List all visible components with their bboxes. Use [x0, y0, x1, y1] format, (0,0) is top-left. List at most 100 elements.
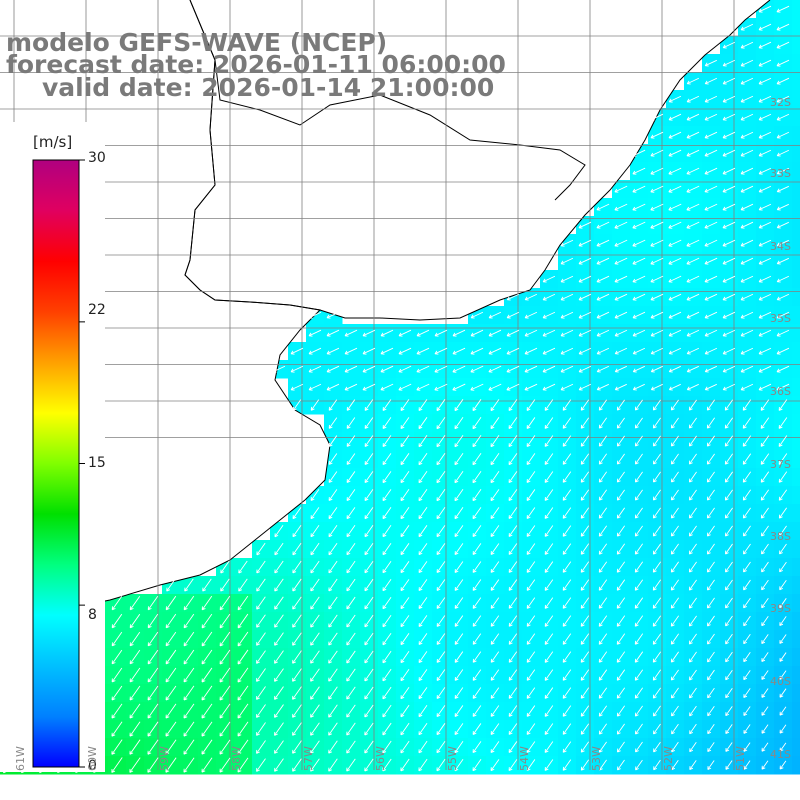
wind-arrow: [508, 525, 518, 537]
wind-arrow: [147, 595, 159, 611]
wind-arrow: [274, 668, 284, 682]
wind-arrow: [362, 347, 376, 355]
wind-arrow: [201, 757, 213, 773]
wind-arrow: [617, 759, 625, 771]
speed-cell: [792, 414, 800, 433]
wind-arrow: [328, 471, 338, 483]
wind-arrow: [400, 669, 410, 682]
wind-arrow: [598, 453, 608, 465]
wind-arrow: [544, 471, 554, 483]
wind-arrow: [668, 149, 682, 157]
wind-arrow: [472, 417, 482, 430]
wind-arrow: [237, 649, 249, 665]
wind-arrow: [274, 758, 284, 772]
wind-arrow: [524, 347, 538, 355]
wind-arrow: [632, 311, 646, 319]
wind-arrow: [652, 651, 662, 663]
wind-arrow: [580, 759, 590, 771]
wind-arrow: [776, 383, 790, 391]
wind-arrow: [274, 578, 284, 592]
wind-arrow: [779, 688, 787, 698]
wind-arrow: [706, 453, 715, 465]
wind-arrow: [364, 596, 374, 610]
wind-arrow: [416, 365, 430, 373]
wind-arrow: [165, 631, 177, 647]
wind-arrow: [706, 471, 715, 483]
wind-arrow: [454, 723, 464, 736]
wind-arrow: [578, 311, 592, 319]
wind-arrow: [165, 757, 177, 773]
wind-arrow: [686, 131, 700, 139]
wind-arrow: [400, 525, 410, 538]
lat-label: 37S: [770, 458, 791, 471]
wind-arrow: [596, 239, 610, 247]
wind-arrow: [596, 329, 610, 337]
wind-arrow: [580, 561, 590, 573]
speed-cell: [792, 288, 800, 307]
wind-arrow: [346, 542, 356, 556]
wind-arrow: [418, 417, 428, 430]
lat-label: 34S: [770, 240, 791, 253]
wind-arrow: [740, 41, 754, 49]
wind-arrow: [635, 741, 643, 753]
wind-arrow: [328, 435, 338, 447]
wind-arrow: [129, 739, 141, 755]
wind-arrow: [346, 740, 356, 754]
wind-arrow: [560, 275, 574, 283]
wind-arrow: [490, 705, 500, 717]
wind-arrow: [650, 257, 664, 265]
wind-arrow: [400, 633, 410, 646]
wind-arrow: [761, 760, 769, 770]
wind-arrow: [596, 257, 610, 265]
lat-label: 36S: [770, 385, 791, 398]
wind-arrow: [454, 452, 464, 466]
wind-arrow: [740, 23, 754, 31]
wind-arrow: [382, 632, 392, 646]
wind-arrow: [508, 687, 518, 699]
wind-arrow: [616, 453, 625, 465]
wind-arrow: [418, 722, 428, 736]
wind-arrow: [436, 597, 446, 609]
wind-arrow: [470, 311, 484, 319]
wind-arrow: [742, 399, 752, 411]
wind-arrow: [704, 293, 718, 301]
wind-arrow: [418, 669, 428, 682]
wind-arrow: [761, 561, 769, 573]
wind-arrow: [779, 742, 787, 752]
wind-arrow: [147, 703, 159, 719]
wind-arrow: [614, 329, 628, 337]
wind-arrow: [562, 669, 572, 681]
wind-arrow: [580, 435, 590, 447]
wind-arrow: [508, 651, 518, 663]
wind-arrow: [704, 59, 718, 67]
wind-arrow: [436, 507, 446, 520]
wind-arrow: [472, 399, 482, 412]
wind-arrow: [346, 704, 356, 718]
wind-arrow: [653, 741, 661, 753]
wind-arrow: [490, 435, 500, 448]
wind-arrow: [111, 739, 123, 755]
wind-arrow: [256, 632, 266, 646]
wind-arrow: [580, 417, 590, 429]
wind-arrow: [382, 543, 392, 556]
wind-arrow: [632, 329, 646, 337]
wind-arrow: [472, 489, 482, 502]
wind-arrow: [472, 579, 482, 591]
speed-cell: [792, 360, 800, 379]
wind-arrow: [165, 703, 177, 719]
wind-arrow: [688, 489, 697, 501]
wind-arrow: [310, 632, 320, 646]
wind-arrow: [310, 560, 320, 574]
wind-arrow: [652, 489, 661, 501]
wind-arrow: [292, 524, 302, 538]
wind-arrow: [634, 453, 643, 465]
wind-arrow: [364, 489, 374, 502]
wind-arrow: [776, 149, 790, 157]
wind-arrow: [598, 723, 608, 735]
speed-cell: [792, 234, 800, 253]
speed-cell: [792, 378, 800, 397]
wind-arrow: [526, 615, 536, 627]
speed-cell: [792, 0, 800, 19]
wind-arrow: [382, 722, 392, 736]
